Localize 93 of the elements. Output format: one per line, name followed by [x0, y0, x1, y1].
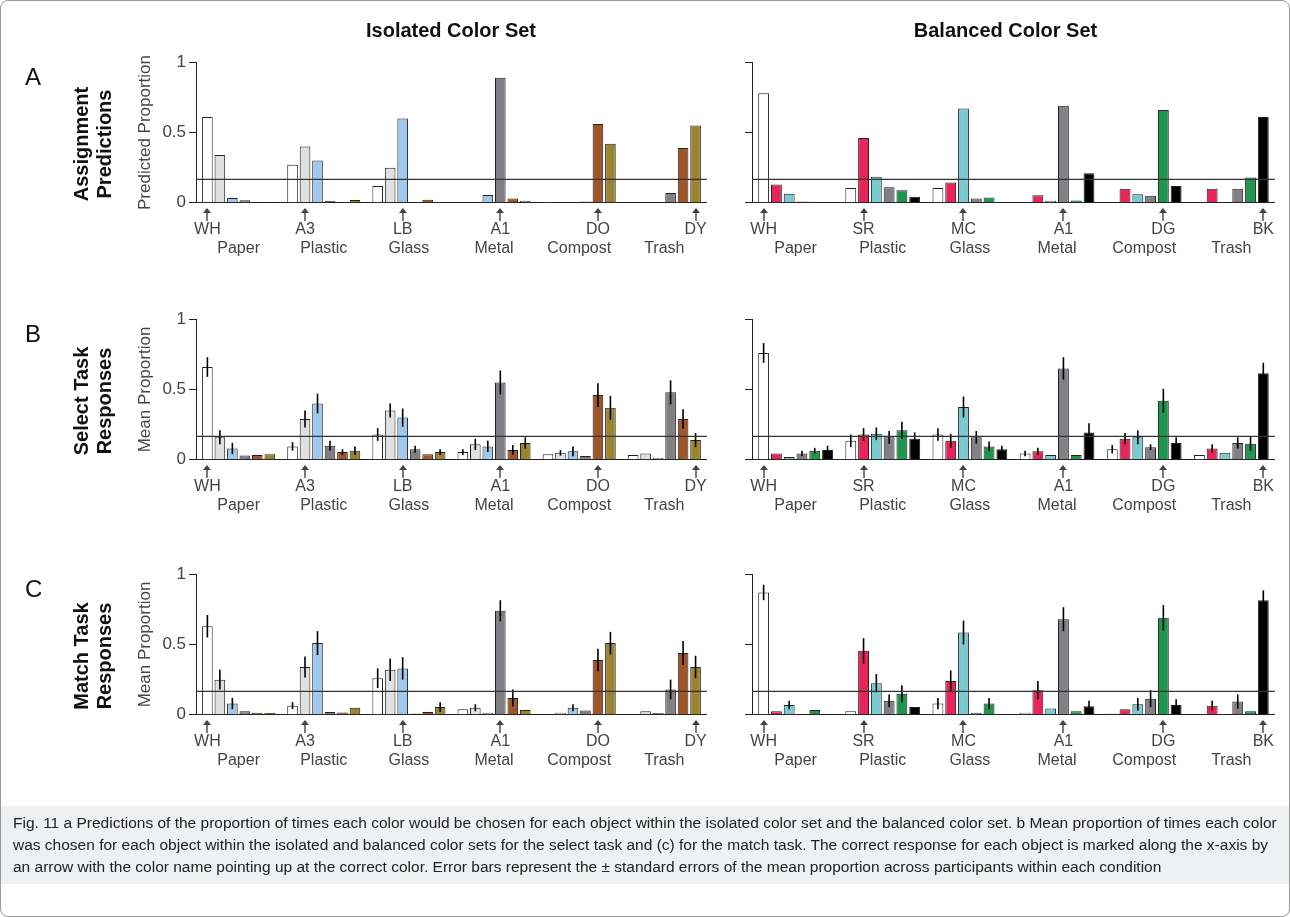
annotation: LB [392, 220, 413, 238]
x-tick-label: Metal [1037, 750, 1077, 768]
x-tick-label: Glass [949, 750, 991, 768]
x-tick-label: Paper [217, 495, 261, 513]
annotation: BK [1252, 477, 1275, 495]
x-tick-label: Plastic [859, 238, 907, 256]
annotation: BK [1252, 732, 1275, 750]
annotation: SR [852, 732, 875, 750]
annotation: DG [1151, 477, 1176, 495]
y-tick-label: 1 [176, 308, 187, 328]
annotation: DO [585, 477, 610, 495]
caption: Fig. 11 a Predictions of the proportion of times each color would be chosen for each object within the isolated color set and the balanced color set. b Mean proportion of times each color was chosen for each object within the isolated and balanced color sets for the select task and (c) for the match task. The correct response for each object is marked along the x-axis by an arrow with the color name pointing up at the correct color. Error bars represent the ± standard errors of the mean proportion across participants within each condition [1, 806, 1289, 884]
chart-title: Balanced Color Set [912, 19, 1099, 42]
annotation: A1 [1053, 477, 1074, 495]
x-tick-label: Glass [388, 495, 430, 513]
x-tick-label: Paper [217, 750, 261, 768]
y-tick-label: 0 [176, 192, 187, 212]
x-tick-label: Metal [1037, 238, 1077, 256]
text: Select Task Responses [70, 345, 116, 458]
x-tick-label: Compost [547, 750, 612, 768]
x-tick-label: Glass [388, 750, 430, 768]
annotation: A1 [490, 732, 511, 750]
text: Assignment Predictions [70, 85, 116, 204]
x-tick-label: Compost [547, 495, 612, 513]
y-axis-title: Predicted Proportion [134, 55, 154, 210]
x-tick-label: Plastic [859, 495, 907, 513]
annotation: WH [750, 732, 777, 750]
chart-title: Isolated Color Set [365, 19, 537, 42]
y-tick-label: 1 [176, 51, 187, 71]
x-tick-label: Metal [1037, 495, 1077, 513]
x-tick-label: Plastic [300, 750, 348, 768]
x-tick-label: Metal [474, 238, 514, 256]
x-tick-label: Metal [474, 750, 514, 768]
y-axis-title: Mean Proportion [134, 326, 154, 453]
x-tick-label: Paper [774, 238, 818, 256]
x-tick-label: Plastic [300, 495, 348, 513]
x-tick-label: Metal [474, 495, 514, 513]
annotation: DO [585, 732, 610, 750]
annotation: LB [392, 477, 413, 495]
x-tick-label: Glass [949, 238, 991, 256]
annotation: WH [194, 732, 221, 750]
annotation: DO [585, 220, 610, 238]
annotation: A3 [295, 732, 315, 750]
x-tick-label: Plastic [859, 750, 907, 768]
annotation: WH [750, 220, 777, 238]
x-tick-label: Trash [644, 750, 685, 768]
annotation: A3 [295, 477, 315, 495]
annotation: MC [951, 477, 976, 495]
annotation: SR [852, 477, 875, 495]
annotation: A3 [295, 220, 315, 238]
y-tick-label: 0.5 [162, 634, 187, 654]
annotation: WH [194, 220, 221, 238]
y-tick-label: 0.5 [162, 379, 187, 399]
text: Match Task Responses [70, 601, 116, 712]
y-tick-label: 0.5 [162, 122, 187, 142]
annotation: A1 [1053, 732, 1074, 750]
annotation: DY [684, 220, 708, 238]
annotation: A1 [1053, 220, 1074, 238]
x-tick-label: Compost [547, 238, 612, 256]
annotation: WH [194, 477, 221, 495]
text: C [25, 575, 43, 603]
x-tick-label: Trash [644, 495, 685, 513]
annotation: DY [684, 732, 708, 750]
x-tick-label: Paper [774, 495, 818, 513]
y-axis-title: Mean Proportion [134, 581, 154, 708]
annotation: LB [392, 732, 413, 750]
y-tick-label: 1 [176, 563, 187, 583]
x-tick-label: Trash [1211, 495, 1252, 513]
text: A [25, 63, 42, 91]
annotation: DG [1151, 220, 1176, 238]
annotation: A1 [490, 477, 511, 495]
text: B [25, 320, 42, 348]
annotation: DY [684, 477, 708, 495]
x-tick-label: Trash [644, 238, 685, 256]
x-tick-label: Plastic [300, 238, 348, 256]
annotation: SR [852, 220, 875, 238]
annotation: DG [1151, 732, 1176, 750]
x-tick-label: Compost [1112, 750, 1177, 768]
annotation: WH [750, 477, 777, 495]
x-tick-label: Trash [1211, 238, 1252, 256]
annotation: MC [951, 732, 976, 750]
x-tick-label: Compost [1112, 495, 1177, 513]
x-tick-label: Compost [1112, 238, 1177, 256]
x-tick-label: Paper [774, 750, 818, 768]
annotation: MC [951, 220, 976, 238]
y-tick-label: 0 [176, 449, 187, 469]
x-tick-label: Glass [388, 238, 430, 256]
annotation: BK [1252, 220, 1275, 238]
annotation: A1 [490, 220, 511, 238]
x-tick-label: Glass [949, 495, 991, 513]
x-tick-label: Trash [1211, 750, 1252, 768]
x-tick-label: Paper [217, 238, 261, 256]
y-tick-label: 0 [176, 704, 187, 724]
